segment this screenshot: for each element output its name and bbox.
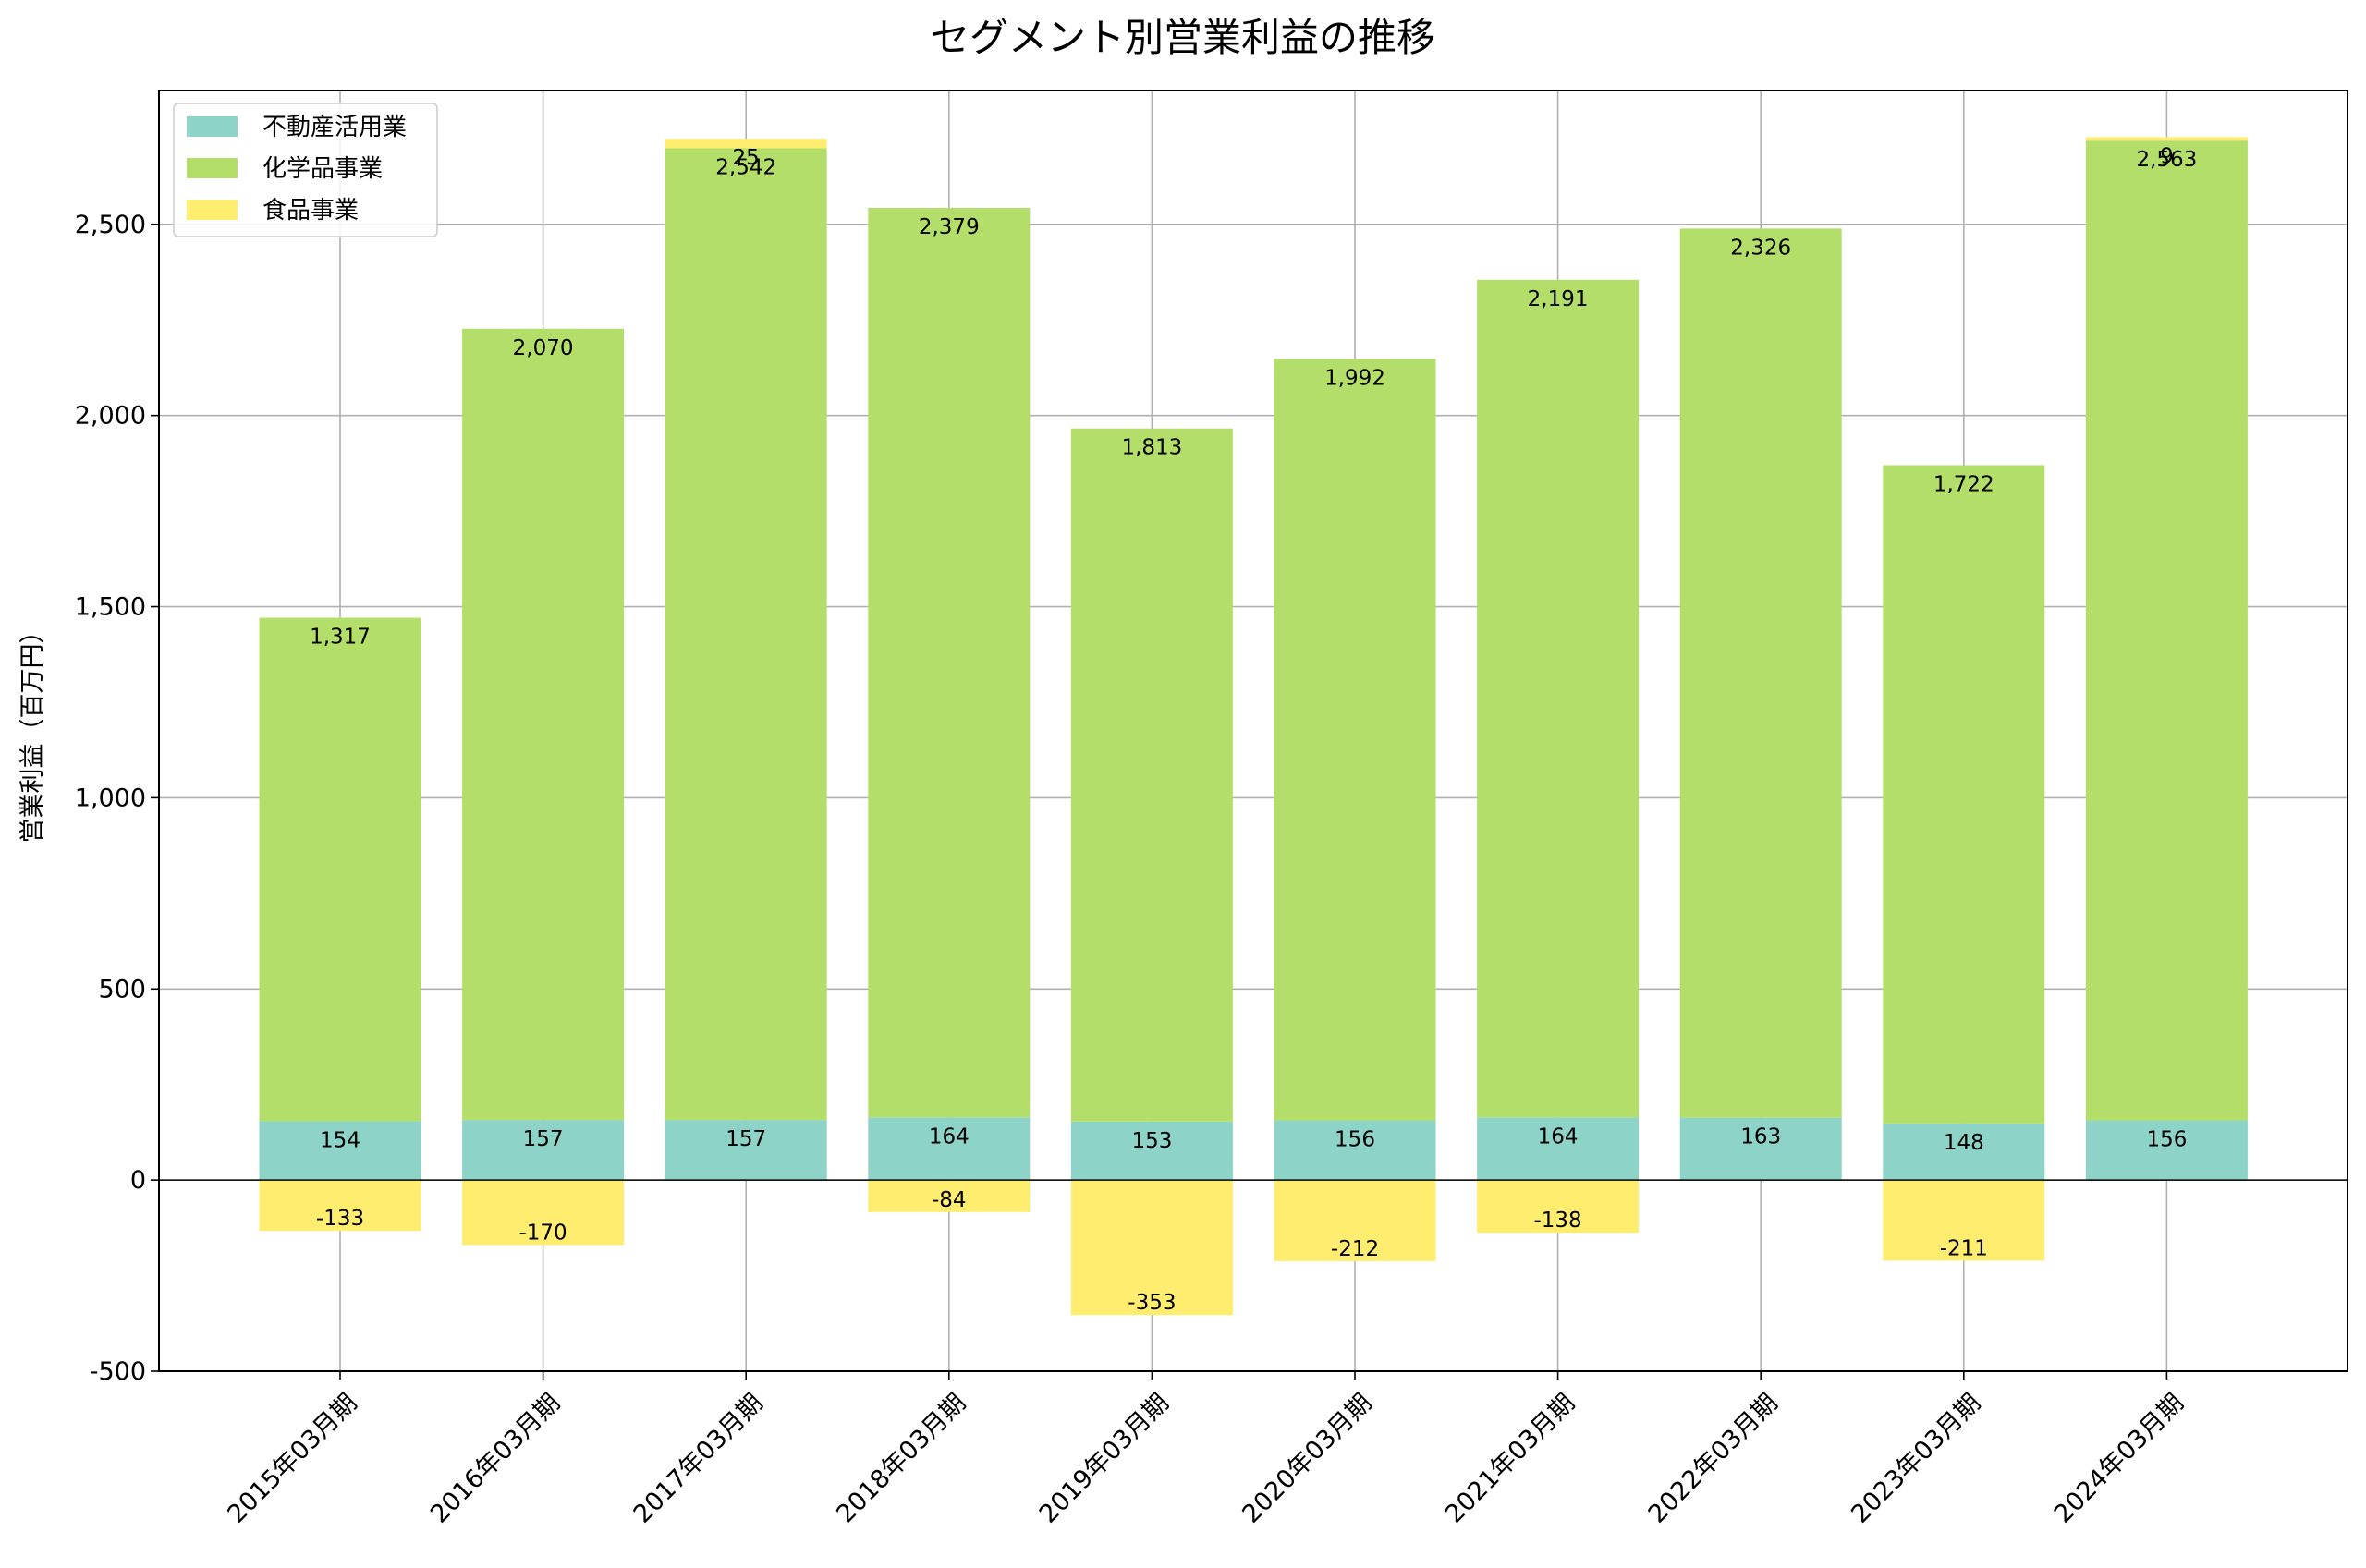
bar-segment xyxy=(462,1180,625,1246)
bar-segment xyxy=(665,148,827,1121)
data-label: -133 xyxy=(316,1207,364,1231)
bar-segment xyxy=(2085,140,2248,1121)
plot-frame xyxy=(158,90,2348,1372)
data-label: 148 xyxy=(1944,1131,1984,1155)
data-label: 157 xyxy=(726,1127,766,1151)
data-label: 153 xyxy=(1131,1129,1172,1153)
bar-segment xyxy=(665,139,827,149)
data-label: 156 xyxy=(1335,1128,1375,1152)
bar-segment xyxy=(1679,1117,1842,1181)
data-label: 1,992 xyxy=(1324,366,1385,390)
data-label: -212 xyxy=(1331,1237,1379,1261)
data-label: 164 xyxy=(1538,1124,1579,1149)
data-label: 1,722 xyxy=(1933,472,1994,496)
data-label: 156 xyxy=(2146,1128,2187,1152)
bar-segment xyxy=(1274,359,1436,1121)
data-label: -353 xyxy=(1128,1291,1176,1315)
legend-swatch xyxy=(187,116,238,137)
data-label: 2,542 xyxy=(715,155,776,179)
y-tick-label: 2,000 xyxy=(75,402,146,431)
y-axis: -500 0 500 1,000 1,500 2,000 2,500 xyxy=(75,211,159,1386)
data-labels: 154 157 157 164 153 156 164 163 148 156 1,317 2,070… xyxy=(310,144,2197,1315)
bar-segment xyxy=(1883,1123,2045,1181)
data-label: 163 xyxy=(1740,1125,1781,1149)
bar-segment xyxy=(1274,1180,1436,1261)
bar-segment xyxy=(259,1180,421,1232)
bar-segment xyxy=(2085,137,2248,141)
bar-segment xyxy=(868,1117,1031,1181)
bar-segment xyxy=(1477,1180,1640,1234)
bar-segment xyxy=(1477,279,1640,1118)
bar-segment xyxy=(259,1121,421,1181)
y-tick-label: 500 xyxy=(98,975,146,1003)
y-tick-label: 1,000 xyxy=(75,784,146,812)
data-label: -211 xyxy=(1940,1236,1988,1260)
y-tick-label: 2,500 xyxy=(75,211,146,239)
bar-segment xyxy=(1070,1180,1233,1316)
chart-title: セグメント別営業利益の推移 xyxy=(931,15,1435,60)
bar-segment xyxy=(1070,428,1233,1122)
legend-label: 化学品事業 xyxy=(262,155,383,183)
data-label: 2,563 xyxy=(2136,148,2197,172)
bar-segment xyxy=(2085,1120,2248,1181)
data-label: 1,317 xyxy=(310,626,371,650)
data-label: 25 xyxy=(733,146,760,170)
data-label: 2,379 xyxy=(919,215,980,239)
legend-label: 食品事業 xyxy=(262,197,359,225)
y-tick-label: 1,500 xyxy=(75,593,146,622)
data-label: -84 xyxy=(932,1188,967,1212)
bar-segment xyxy=(259,617,421,1122)
bar-segment xyxy=(462,1120,625,1181)
bar-segment xyxy=(1274,1120,1436,1181)
legend-swatch xyxy=(187,200,238,220)
bar-segment xyxy=(868,1180,1031,1212)
data-label: -138 xyxy=(1533,1209,1581,1233)
y-tick-label: 0 xyxy=(130,1166,146,1195)
data-label: 164 xyxy=(929,1124,970,1149)
y-tick-label: -500 xyxy=(90,1357,146,1386)
bar-segment xyxy=(1883,1180,2045,1261)
data-label: 157 xyxy=(523,1127,564,1151)
bar-segment xyxy=(1679,228,1842,1118)
bars xyxy=(259,137,2248,1316)
legend-label: 不動産活用業 xyxy=(262,114,407,141)
bar-segment xyxy=(665,1120,827,1181)
bar-segment xyxy=(868,208,1031,1118)
data-label: 2,070 xyxy=(513,336,574,360)
y-axis-label: 営業利益（百万円） xyxy=(18,619,47,844)
data-label: 1,813 xyxy=(1121,436,1182,460)
data-label: 2,326 xyxy=(1730,236,1791,260)
data-label: 154 xyxy=(320,1128,360,1152)
legend-swatch xyxy=(187,158,238,178)
bar-segment xyxy=(1883,465,2045,1124)
bar-segment xyxy=(1070,1121,1233,1181)
bar-segment xyxy=(1477,1117,1640,1181)
data-label: -170 xyxy=(518,1221,567,1245)
data-label: 9 xyxy=(2160,144,2174,168)
data-label: 2,191 xyxy=(1528,287,1589,311)
bar-segment xyxy=(462,328,625,1121)
legend-box xyxy=(173,103,438,237)
